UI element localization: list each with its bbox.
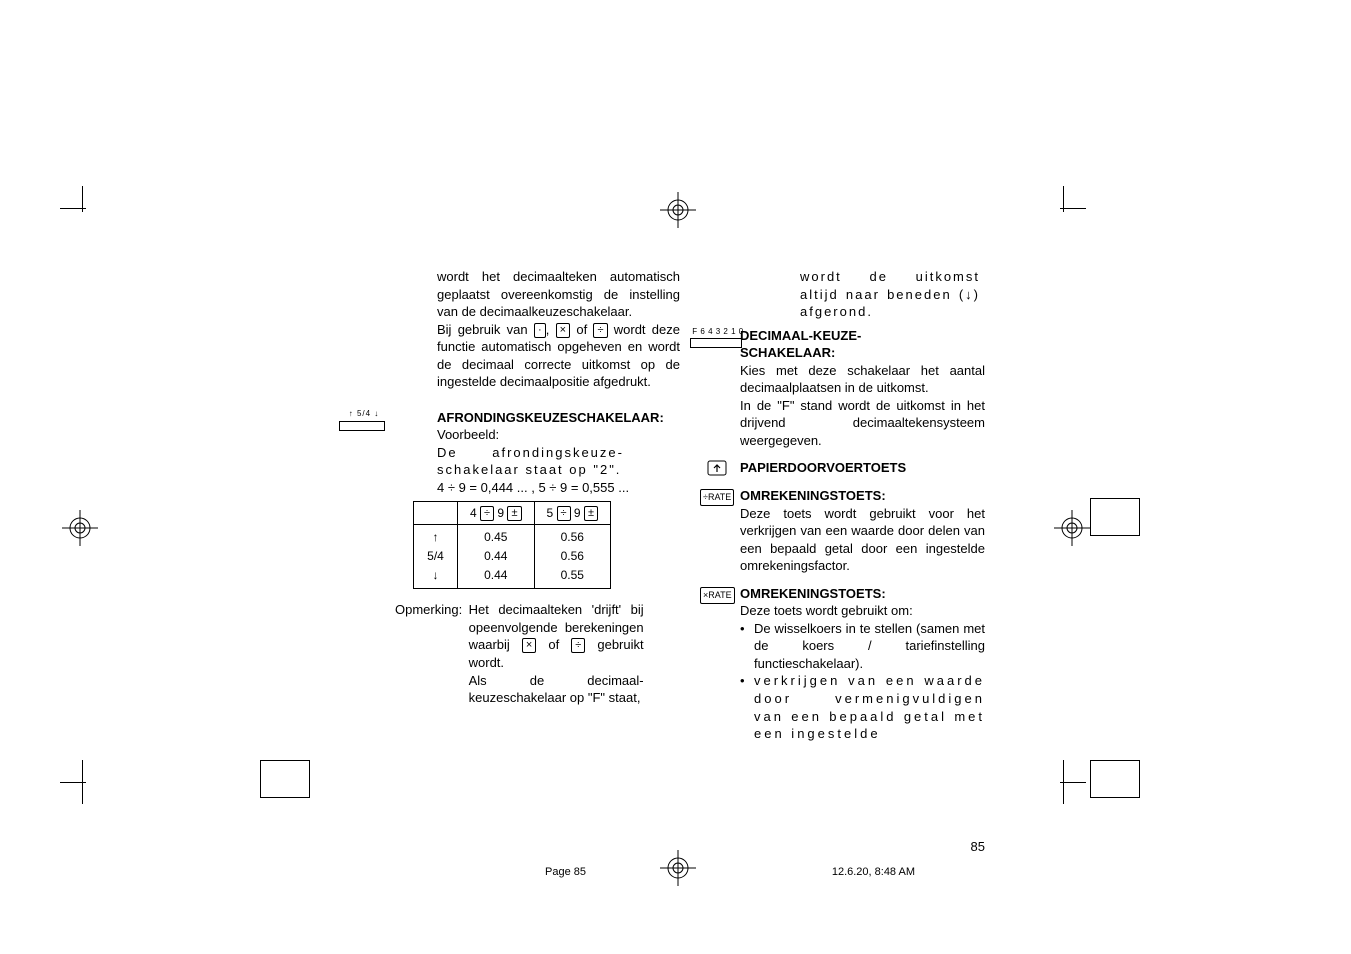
k: 9 [574, 506, 581, 520]
rounding-formula: 4 ÷ 9 = 0,444 ... , 5 ÷ 9 = 0,555 ... [437, 479, 680, 497]
text: Als de decimaal-keuzeschakelaar op "F" s… [469, 673, 644, 706]
div-key-icon: ÷ [593, 323, 607, 338]
keycap-label: ×RATE [700, 587, 735, 604]
text: Bij gebruik van [437, 322, 534, 337]
rate-div-body: Deze toets wordt gebruikt voor het verkr… [740, 505, 985, 575]
page-number: 85 [971, 838, 985, 856]
times-key-icon: × [522, 638, 536, 653]
cell: 0.44 [484, 568, 507, 582]
print-footer: Page 85 12.6.20, 8:48 AM [395, 866, 985, 878]
intro-paragraph-2: Bij gebruik van ·, × of ÷ wordt deze fun… [437, 321, 680, 391]
pm-key-icon: ± [584, 506, 598, 521]
cell: 0.55 [561, 568, 584, 582]
div-key-icon: ÷ [571, 638, 585, 653]
arrow-up-icon: ↑ [433, 530, 439, 544]
decimal-body: Kies met deze schakelaar het aantal deci… [740, 362, 985, 397]
table-corner [414, 501, 458, 524]
div-key-icon: ÷ [557, 506, 571, 521]
text: verkrijgen van een waarde door vermenigv… [754, 673, 985, 741]
rate-mul-heading: OMREKENINGSTOETS: [740, 585, 985, 603]
signature-mark [1090, 498, 1140, 536]
left-column: wordt het decimaalteken automatisch gepl… [395, 268, 680, 707]
table-row: ↑ 5/4 ↓ 0.45 0.44 0.44 0.56 0.56 0.5 [414, 524, 611, 589]
switch-label: 5/4 [357, 409, 371, 418]
k: 9 [497, 506, 504, 520]
rounding-table: 4 ÷ 9 ± 5 ÷ 9 ± ↑ 5/4 ↓ 0.45 [413, 501, 611, 590]
note-block: Opmerking: Het decimaalteken 'drijft' bi… [395, 601, 680, 706]
rounding-example: Voorbeeld: De afrondingskeuze­schakelaar… [437, 426, 680, 479]
signature-mark [260, 760, 310, 798]
cell: 0.56 [561, 549, 584, 563]
decimal-heading: DECIMAAL-KEUZE- SCHAKELAAR: [740, 327, 985, 362]
table-col-header: 4 ÷ 9 ± [458, 501, 535, 524]
col1-values: 0.45 0.44 0.44 [458, 524, 535, 589]
intro-paragraph: wordt het decimaalteken automatisch gepl… [437, 268, 680, 321]
dot-key-icon: · [534, 323, 546, 338]
list-item: verkrijgen van een waarde door vermenigv… [740, 672, 985, 742]
rate-mul-icon: ×RATE [700, 586, 734, 604]
pm-key-icon: ± [507, 506, 521, 521]
text: wordt de uitkomst altijd naar beneden (↓… [800, 269, 980, 319]
cell: 0.45 [484, 530, 507, 544]
cell: 0.56 [561, 530, 584, 544]
decimal-switch-icon: F 6 4 3 2 1 0 [690, 327, 746, 349]
switch-label: F 6 4 3 2 1 0 [692, 327, 743, 336]
feed-heading: PAPIERDOORVOERTOETS [740, 459, 985, 477]
rate-div-heading: OMREKENINGSTOETS: [740, 487, 985, 505]
continuation-paragraph: wordt de uitkomst altijd naar beneden (↓… [800, 268, 980, 321]
div-key-icon: ÷ [480, 506, 494, 521]
signature-mark [1090, 760, 1140, 798]
table-col-header: 5 ÷ 9 ± [534, 501, 611, 524]
times-key-icon: × [556, 323, 570, 338]
k: 4 [470, 506, 477, 520]
right-column: wordt de uitkomst altijd naar beneden (↓… [700, 268, 985, 753]
row-headers: ↑ 5/4 ↓ [414, 524, 458, 589]
rate-div-icon: ÷RATE [700, 488, 734, 506]
example-lead: Voorbeeld: [437, 427, 499, 442]
col2-values: 0.56 0.56 0.55 [534, 524, 611, 589]
text: SCHAKELAAR: [740, 345, 835, 360]
registration-mark-right [1054, 510, 1090, 546]
rate-mul-lead: Deze toets wordt gebruikt om: [740, 602, 985, 620]
paper-feed-icon [700, 460, 734, 481]
note-body: Het decimaalteken 'drijft' bij opeenvolg… [469, 601, 644, 706]
footer-timestamp: 12.6.20, 8:48 AM [832, 866, 915, 878]
note-label: Opmerking: [395, 601, 465, 619]
example-body: De afrondingskeuze­schakelaar staat op "… [437, 444, 622, 479]
rounding-switch-icon: ↑ 5/4 ↓ [339, 409, 389, 431]
rounding-heading: AFRONDINGSKEUZESCHAKELAAR: [437, 409, 680, 427]
footer-page: Page 85 [545, 866, 586, 878]
text: of [536, 637, 571, 652]
keycap-label: ÷RATE [700, 489, 734, 506]
arrow-down-icon: ↓ [433, 568, 439, 582]
text: DECIMAAL-KEUZE- [740, 328, 861, 343]
list-item: De wisselkoers in te stellen (samen met … [740, 620, 985, 673]
rate-mul-bullets: De wisselkoers in te stellen (samen met … [740, 620, 985, 743]
k: 5 [547, 506, 554, 520]
text: 5/4 [427, 549, 444, 563]
registration-mark-left [62, 510, 98, 546]
decimal-body-2: In de "F" stand wordt de uitkomst in het… [740, 397, 985, 450]
cell: 0.44 [484, 549, 507, 563]
registration-mark-top [660, 192, 696, 228]
